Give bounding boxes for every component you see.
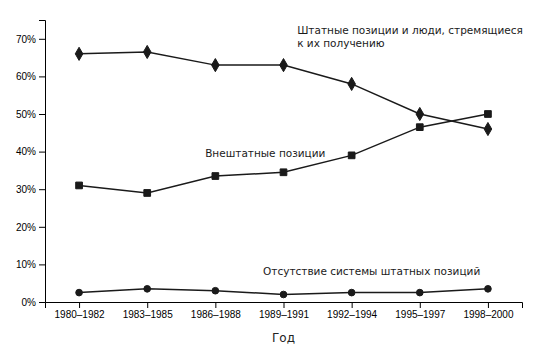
marker [76, 289, 83, 296]
marker [144, 190, 151, 197]
marker [144, 286, 151, 293]
x-tick: 1986–1988 [191, 302, 241, 320]
x-tick: 1989–1991 [259, 302, 309, 320]
tick-label: 1995–1997 [395, 309, 445, 320]
tick-label: 1992–1994 [327, 309, 377, 320]
tick-label: 1980–1982 [55, 309, 105, 320]
tick-mark [39, 114, 45, 115]
marker [76, 182, 83, 189]
tick-mark [39, 152, 45, 153]
marker [280, 59, 288, 72]
y-tick: 50% [16, 109, 45, 120]
tick-label: 70% [16, 34, 36, 45]
tick-label: 30% [16, 184, 36, 195]
y-tick: 30% [16, 184, 45, 195]
tick-label: 60% [16, 71, 36, 82]
tick-mark [39, 264, 45, 265]
tick-label: 1983–1985 [123, 309, 173, 320]
series-labels: Штатные позиции и люди, стремящиесяк их … [205, 24, 523, 277]
series-label: Штатные позиции и люди, стремящиесяк их … [297, 24, 523, 49]
marker [348, 152, 355, 159]
series-line [79, 52, 488, 129]
tick-label: 0% [22, 297, 37, 308]
axis-domain [46, 303, 523, 309]
marker [348, 77, 356, 90]
marker [212, 59, 220, 72]
series-label: Внештатные позиции [205, 147, 325, 159]
tick-label: 1998–2000 [463, 309, 513, 320]
series-label: Отсутствие системы штатных позиций [263, 265, 480, 277]
tick-mark [39, 76, 45, 77]
marker [485, 111, 492, 118]
y-axis: 0% 10% 20% 30% 40% 50% 60% 70% [16, 21, 46, 308]
x-tick: 1995–1997 [395, 302, 445, 320]
marker [212, 173, 219, 180]
x-axis: 1980–1982 1983–1985 1986–1988 1989–1991 1992… [46, 302, 523, 320]
tick-mark [147, 302, 148, 308]
tick-mark [39, 39, 45, 40]
marker [416, 124, 423, 131]
chart: 0% 10% 20% 30% 40% 50% 60% 70% 1980–1982 1983–198… [0, 0, 537, 350]
marker [484, 122, 492, 135]
tick-mark [79, 302, 80, 308]
tick-mark [39, 227, 45, 228]
axis-domain [39, 21, 46, 303]
tick-mark [420, 302, 421, 308]
marker [416, 289, 423, 296]
tick-mark [39, 302, 45, 303]
tick-mark [488, 302, 489, 308]
x-axis-title: Год [272, 331, 295, 345]
tick-mark [284, 302, 285, 308]
marker [212, 287, 219, 294]
tick-label: 50% [16, 109, 36, 120]
tick-label: 1986–1988 [191, 309, 241, 320]
tick-mark [215, 302, 216, 308]
y-tick: 10% [16, 259, 45, 270]
x-tick: 1992–1994 [327, 302, 377, 320]
y-tick: 40% [16, 146, 45, 157]
y-tick: 60% [16, 71, 45, 82]
marker [280, 169, 287, 176]
marker [143, 45, 151, 58]
tick-label: 1989–1991 [259, 309, 309, 320]
x-tick: 1983–1985 [123, 302, 173, 320]
plot: 0% 10% 20% 30% 40% 50% 60% 70% 1980–1982 1983–198… [16, 21, 523, 321]
y-tick: 20% [16, 222, 45, 233]
tick-mark [352, 302, 353, 308]
tick-mark [39, 189, 45, 190]
y-tick: 0% [22, 297, 45, 308]
x-tick: 1980–1982 [55, 302, 105, 320]
marker [416, 107, 424, 120]
x-tick: 1998–2000 [463, 302, 513, 320]
tick-label: 10% [16, 259, 36, 270]
tick-label: 20% [16, 222, 36, 233]
tick-label: 40% [16, 146, 36, 157]
y-tick: 70% [16, 34, 45, 45]
marker [485, 286, 492, 293]
marker [280, 291, 287, 298]
marker [348, 289, 355, 296]
marks [75, 45, 491, 297]
marker [75, 47, 83, 60]
series-line [79, 114, 488, 193]
